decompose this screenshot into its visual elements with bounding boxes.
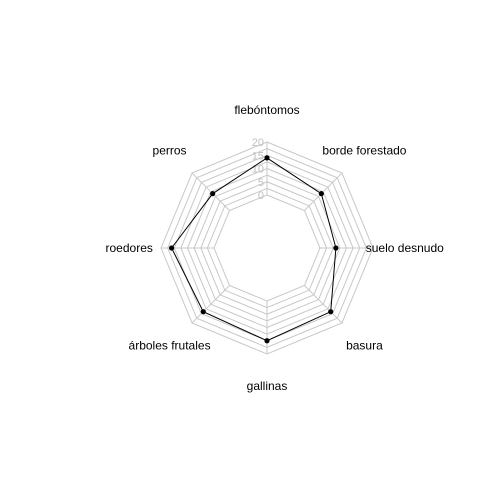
data-point-3 bbox=[328, 309, 334, 315]
axis-label-4: gallinas bbox=[247, 379, 288, 393]
data-point-0 bbox=[264, 155, 270, 161]
tick-label-4: 20 bbox=[252, 137, 264, 149]
axis-label-0: flebóntomos bbox=[234, 103, 299, 117]
axis-label-6: roedores bbox=[106, 241, 153, 255]
axis-label-1: borde forestado bbox=[322, 144, 406, 158]
axis-label-2: suelo desnudo bbox=[366, 241, 444, 255]
axis-label-5: árboles frutales bbox=[129, 338, 211, 352]
spoke-layer bbox=[161, 142, 373, 354]
spoke-3 bbox=[304, 285, 343, 324]
data-point-7 bbox=[210, 191, 216, 197]
data-point-4 bbox=[264, 338, 270, 344]
data-point-6 bbox=[169, 245, 175, 251]
data-point-2 bbox=[333, 245, 339, 251]
spoke-5 bbox=[191, 285, 230, 324]
spoke-7 bbox=[191, 172, 230, 211]
tick-label-0: 0 bbox=[258, 190, 264, 202]
spoke-1 bbox=[304, 172, 343, 211]
tick-label-2: 10 bbox=[252, 164, 264, 176]
axis-label-7: perros bbox=[153, 144, 187, 158]
axis-label-3: basura bbox=[346, 338, 383, 352]
data-point-5 bbox=[200, 309, 206, 315]
series-layer bbox=[169, 155, 339, 344]
data-point-1 bbox=[318, 191, 324, 197]
series-line bbox=[171, 157, 337, 342]
tick-label-3: 15 bbox=[252, 150, 264, 162]
tick-label-1: 5 bbox=[258, 177, 264, 189]
grid-ring-0 bbox=[213, 194, 321, 302]
axis-label-layer: flebóntomos borde forestado suelo desnudo b… bbox=[106, 103, 445, 393]
